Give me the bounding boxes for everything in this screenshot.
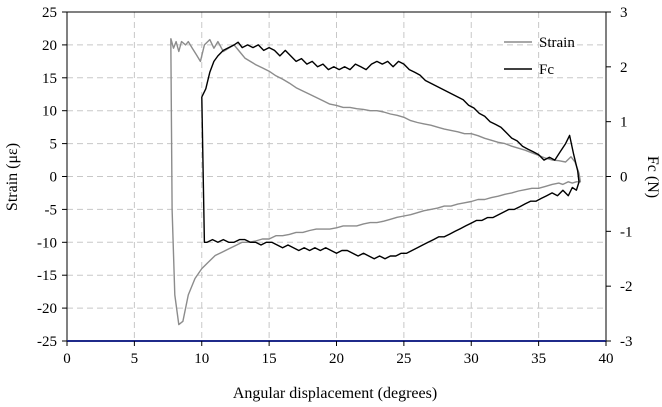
y2-tick-label: -1	[620, 224, 633, 240]
x-tick-labels: 0 5 10 15 20 25 30 35 40	[63, 341, 614, 367]
x-tick-label: 20	[329, 351, 344, 367]
y-tick-label: 0	[50, 170, 58, 186]
x-tick-label: 5	[131, 351, 139, 367]
series-layer	[170, 38, 582, 326]
y2-tick-label: -2	[620, 279, 633, 295]
y-tick-label: -15	[37, 268, 57, 284]
y-tick-label: 15	[42, 71, 57, 87]
y-tick-label: 25	[42, 5, 57, 21]
y-tick-label: -20	[37, 301, 57, 317]
y2-tick-label: 3	[620, 5, 628, 21]
y-tick-label: -25	[37, 334, 57, 350]
y-tick-label: -5	[45, 202, 58, 218]
series-line-fc	[201, 41, 580, 260]
y-tick-labels: -25 -20 -15 -10 -5 0 5 10 15 20 25	[37, 5, 67, 350]
y2-tick-label: 1	[620, 115, 628, 131]
series-line-strain	[170, 38, 582, 326]
x-tick-label: 30	[464, 351, 479, 367]
legend-label-strain: Strain	[539, 35, 575, 51]
y-tick-label: 20	[42, 38, 57, 54]
y2-tick-labels: -3 -2 -1 0 1 2 3	[606, 5, 633, 350]
x-tick-label: 15	[262, 351, 277, 367]
legend-label-fc: Fc	[539, 62, 554, 78]
x-tick-label: 25	[396, 351, 411, 367]
y2-tick-label: 0	[620, 170, 628, 186]
x-tick-label: 0	[63, 351, 71, 367]
x-tick-label: 40	[599, 351, 614, 367]
grid	[67, 12, 606, 341]
y2-tick-label: 2	[620, 60, 628, 76]
x-tick-label: 35	[531, 351, 546, 367]
y2-axis-title: Fc (N)	[644, 156, 661, 198]
y-tick-label: 5	[50, 137, 58, 153]
legend: Strain Fc	[504, 35, 575, 78]
x-tick-label: 10	[194, 351, 209, 367]
y2-tick-label: -3	[620, 334, 633, 350]
y-axis-title: Strain (με)	[4, 143, 21, 211]
x-axis-title: Angular displacement (degrees)	[233, 385, 437, 402]
y-tick-label: -10	[37, 235, 57, 251]
y-tick-label: 10	[42, 104, 57, 120]
